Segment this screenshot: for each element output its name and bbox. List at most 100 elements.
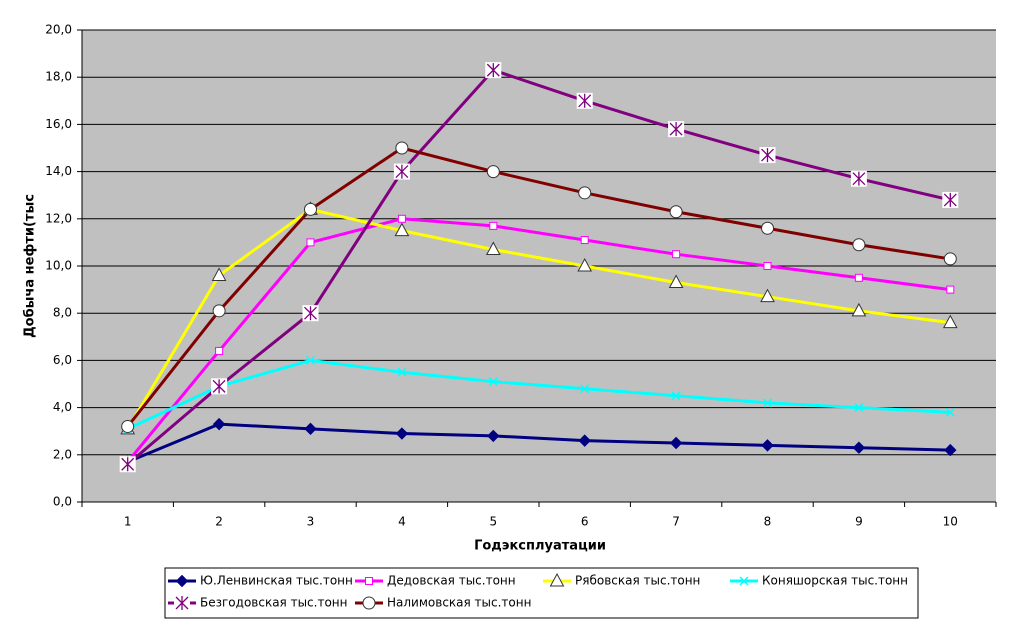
marker-shape [760, 288, 775, 303]
legend-label: Дедовская тыс.тонн [387, 574, 516, 588]
marker [760, 288, 775, 303]
marker [668, 121, 685, 138]
x-tick-label: 6 [581, 515, 589, 529]
series-line [127, 358, 951, 431]
marker [943, 252, 957, 266]
marker [395, 141, 409, 155]
marker [302, 305, 319, 322]
marker [669, 436, 683, 450]
marker-shape [668, 274, 684, 289]
marker-shape [945, 407, 955, 417]
marker [485, 62, 502, 79]
marker-shape [854, 273, 863, 282]
legend-label: Ю.Ленвинская тыс.тонн [200, 574, 353, 588]
marker-shape [306, 238, 315, 247]
marker [577, 257, 593, 272]
marker-shape [211, 267, 227, 281]
x-tick-label: 10 [943, 515, 958, 529]
y-axis-title: Добыча нефти(тыс [23, 194, 38, 338]
marker-shape [395, 164, 409, 179]
marker-shape [578, 186, 592, 200]
marker-shape [580, 384, 590, 394]
legend [164, 567, 919, 619]
marker [942, 191, 959, 208]
marker [394, 222, 410, 237]
marker [486, 165, 500, 179]
y-tick-label: 6,0 [53, 353, 72, 367]
marker [852, 441, 866, 454]
y-tick-label: 10,0 [45, 259, 72, 273]
marker-shape [672, 250, 681, 259]
marker [672, 250, 681, 259]
marker-shape [761, 439, 774, 452]
marker [578, 434, 591, 447]
y-tick-label: 4,0 [53, 400, 72, 414]
marker-shape [486, 165, 500, 179]
x-tick-label: 4 [398, 515, 406, 529]
marker [397, 214, 406, 223]
marker-shape [669, 122, 683, 137]
marker [304, 422, 317, 436]
marker-shape [304, 306, 317, 321]
marker [365, 577, 373, 585]
marker [549, 572, 565, 587]
marker [671, 391, 681, 401]
marker-shape [395, 141, 409, 155]
x-tick-label: 1 [124, 515, 132, 529]
marker-shape [943, 192, 957, 207]
marker [397, 367, 407, 377]
marker-shape [580, 236, 589, 245]
marker [215, 346, 224, 355]
marker [211, 378, 228, 395]
marker [739, 576, 749, 586]
marker-shape [121, 419, 135, 433]
marker [669, 205, 683, 219]
legend-label: Рябовская тыс.тонн [575, 574, 700, 588]
marker [668, 274, 684, 289]
marker-shape [486, 63, 500, 78]
marker [119, 456, 136, 473]
marker-shape [763, 262, 772, 270]
series-line [126, 146, 951, 428]
x-tick-label: 3 [307, 515, 315, 529]
x-tick-label: 7 [672, 515, 680, 529]
marker [211, 267, 227, 281]
marker-shape [761, 148, 774, 163]
marker-shape [362, 596, 376, 610]
y-tick-label: 12,0 [45, 211, 72, 225]
marker-shape [943, 252, 957, 266]
marker [852, 238, 866, 252]
marker [485, 241, 501, 255]
x-tick-label: 2 [215, 515, 223, 529]
marker-shape [365, 577, 373, 585]
x-tick-label: 5 [489, 515, 497, 529]
marker [761, 439, 774, 452]
marker-shape [669, 205, 683, 219]
marker [763, 262, 772, 270]
marker-shape [942, 314, 958, 329]
marker [489, 221, 498, 230]
marker [854, 273, 863, 282]
marker-shape [852, 171, 866, 186]
marker-shape [212, 417, 226, 431]
marker-shape [487, 429, 500, 443]
marker-shape [671, 391, 681, 401]
marker-shape [397, 214, 406, 223]
marker [212, 417, 226, 431]
marker [393, 163, 410, 180]
marker-shape [305, 355, 316, 365]
series-line [126, 217, 951, 463]
marker [174, 595, 190, 611]
marker [175, 574, 189, 588]
marker-shape [578, 434, 591, 447]
marker-shape [549, 572, 565, 587]
marker-shape [212, 379, 226, 394]
x-tick-label: 9 [855, 515, 863, 529]
y-tick-label: 0,0 [53, 495, 72, 509]
marker-shape [212, 304, 226, 318]
marker [305, 355, 316, 365]
marker [304, 202, 317, 216]
marker-shape [851, 302, 867, 317]
marker-shape [485, 241, 501, 255]
